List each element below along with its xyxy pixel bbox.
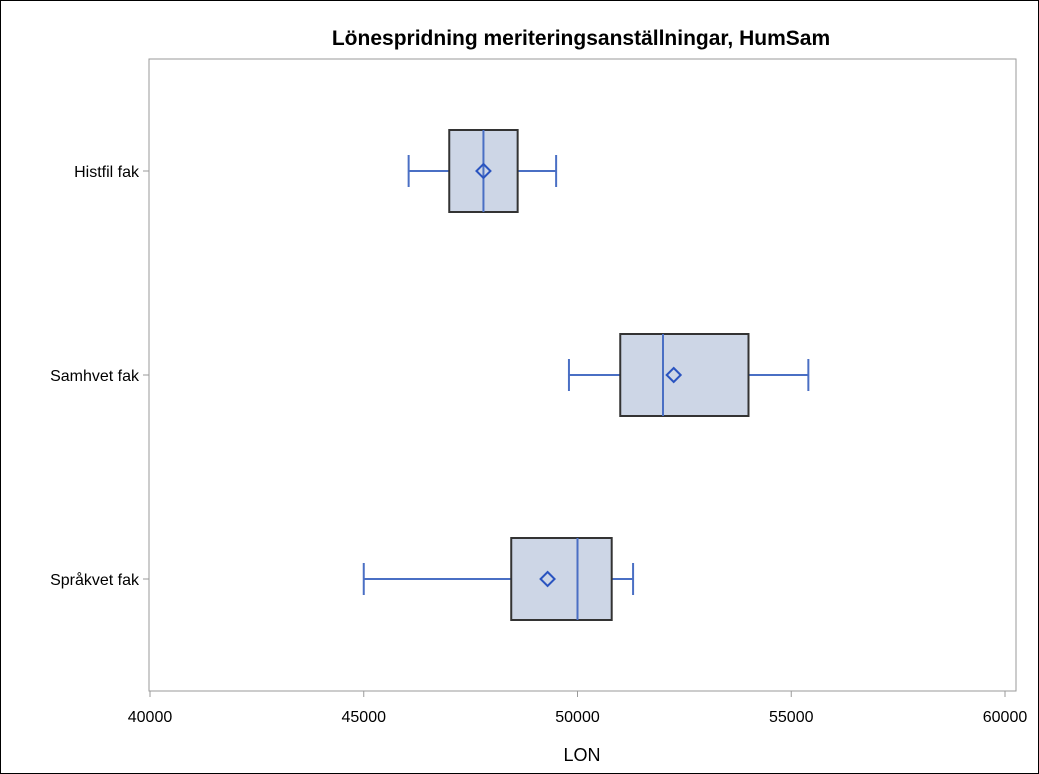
y-tick-label: Samhvet fak	[50, 368, 140, 385]
mean-marker	[475, 162, 492, 180]
x-tick-label: 55000	[769, 709, 814, 726]
x-tick-label: 50000	[555, 709, 600, 726]
y-tick-label: Språkvet fak	[50, 571, 140, 589]
y-axis: Histfil fak Samhvet fak Språkvet fak	[50, 164, 149, 589]
boxes-layer	[362, 129, 810, 621]
chart-title: Lönespridning meriteringsanställningar, …	[332, 27, 830, 50]
iqr-box	[510, 537, 613, 621]
x-tick-label: 40000	[128, 709, 173, 726]
box-group	[407, 129, 558, 213]
x-axis: 40000 45000 50000 55000 60000	[128, 691, 1028, 726]
mean-marker	[539, 570, 556, 588]
x-axis-title: LON	[563, 745, 600, 765]
x-tick-label: 60000	[983, 709, 1028, 726]
x-tick-label: 45000	[342, 709, 387, 726]
iqr-box	[619, 333, 750, 417]
mean-marker	[665, 366, 683, 384]
box-group	[362, 537, 635, 621]
box-group	[567, 333, 810, 417]
y-tick-label: Histfil fak	[74, 164, 140, 181]
